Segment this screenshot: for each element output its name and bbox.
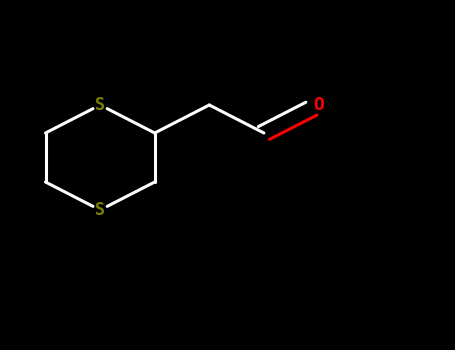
Text: O: O xyxy=(313,96,324,114)
Text: S: S xyxy=(95,201,105,219)
Text: S: S xyxy=(95,96,105,114)
